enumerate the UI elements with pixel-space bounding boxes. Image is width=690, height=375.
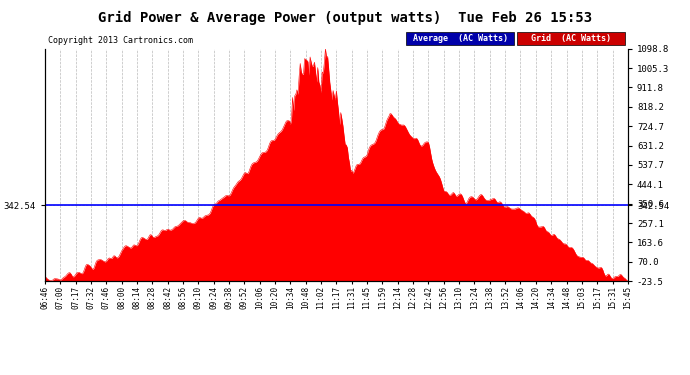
Text: Copyright 2013 Cartronics.com: Copyright 2013 Cartronics.com	[48, 36, 193, 45]
Text: Grid  (AC Watts): Grid (AC Watts)	[531, 34, 611, 44]
FancyBboxPatch shape	[406, 33, 514, 45]
FancyBboxPatch shape	[517, 33, 625, 45]
Text: Grid Power & Average Power (output watts)  Tue Feb 26 15:53: Grid Power & Average Power (output watts…	[98, 11, 592, 26]
Text: Average  (AC Watts): Average (AC Watts)	[413, 34, 508, 44]
